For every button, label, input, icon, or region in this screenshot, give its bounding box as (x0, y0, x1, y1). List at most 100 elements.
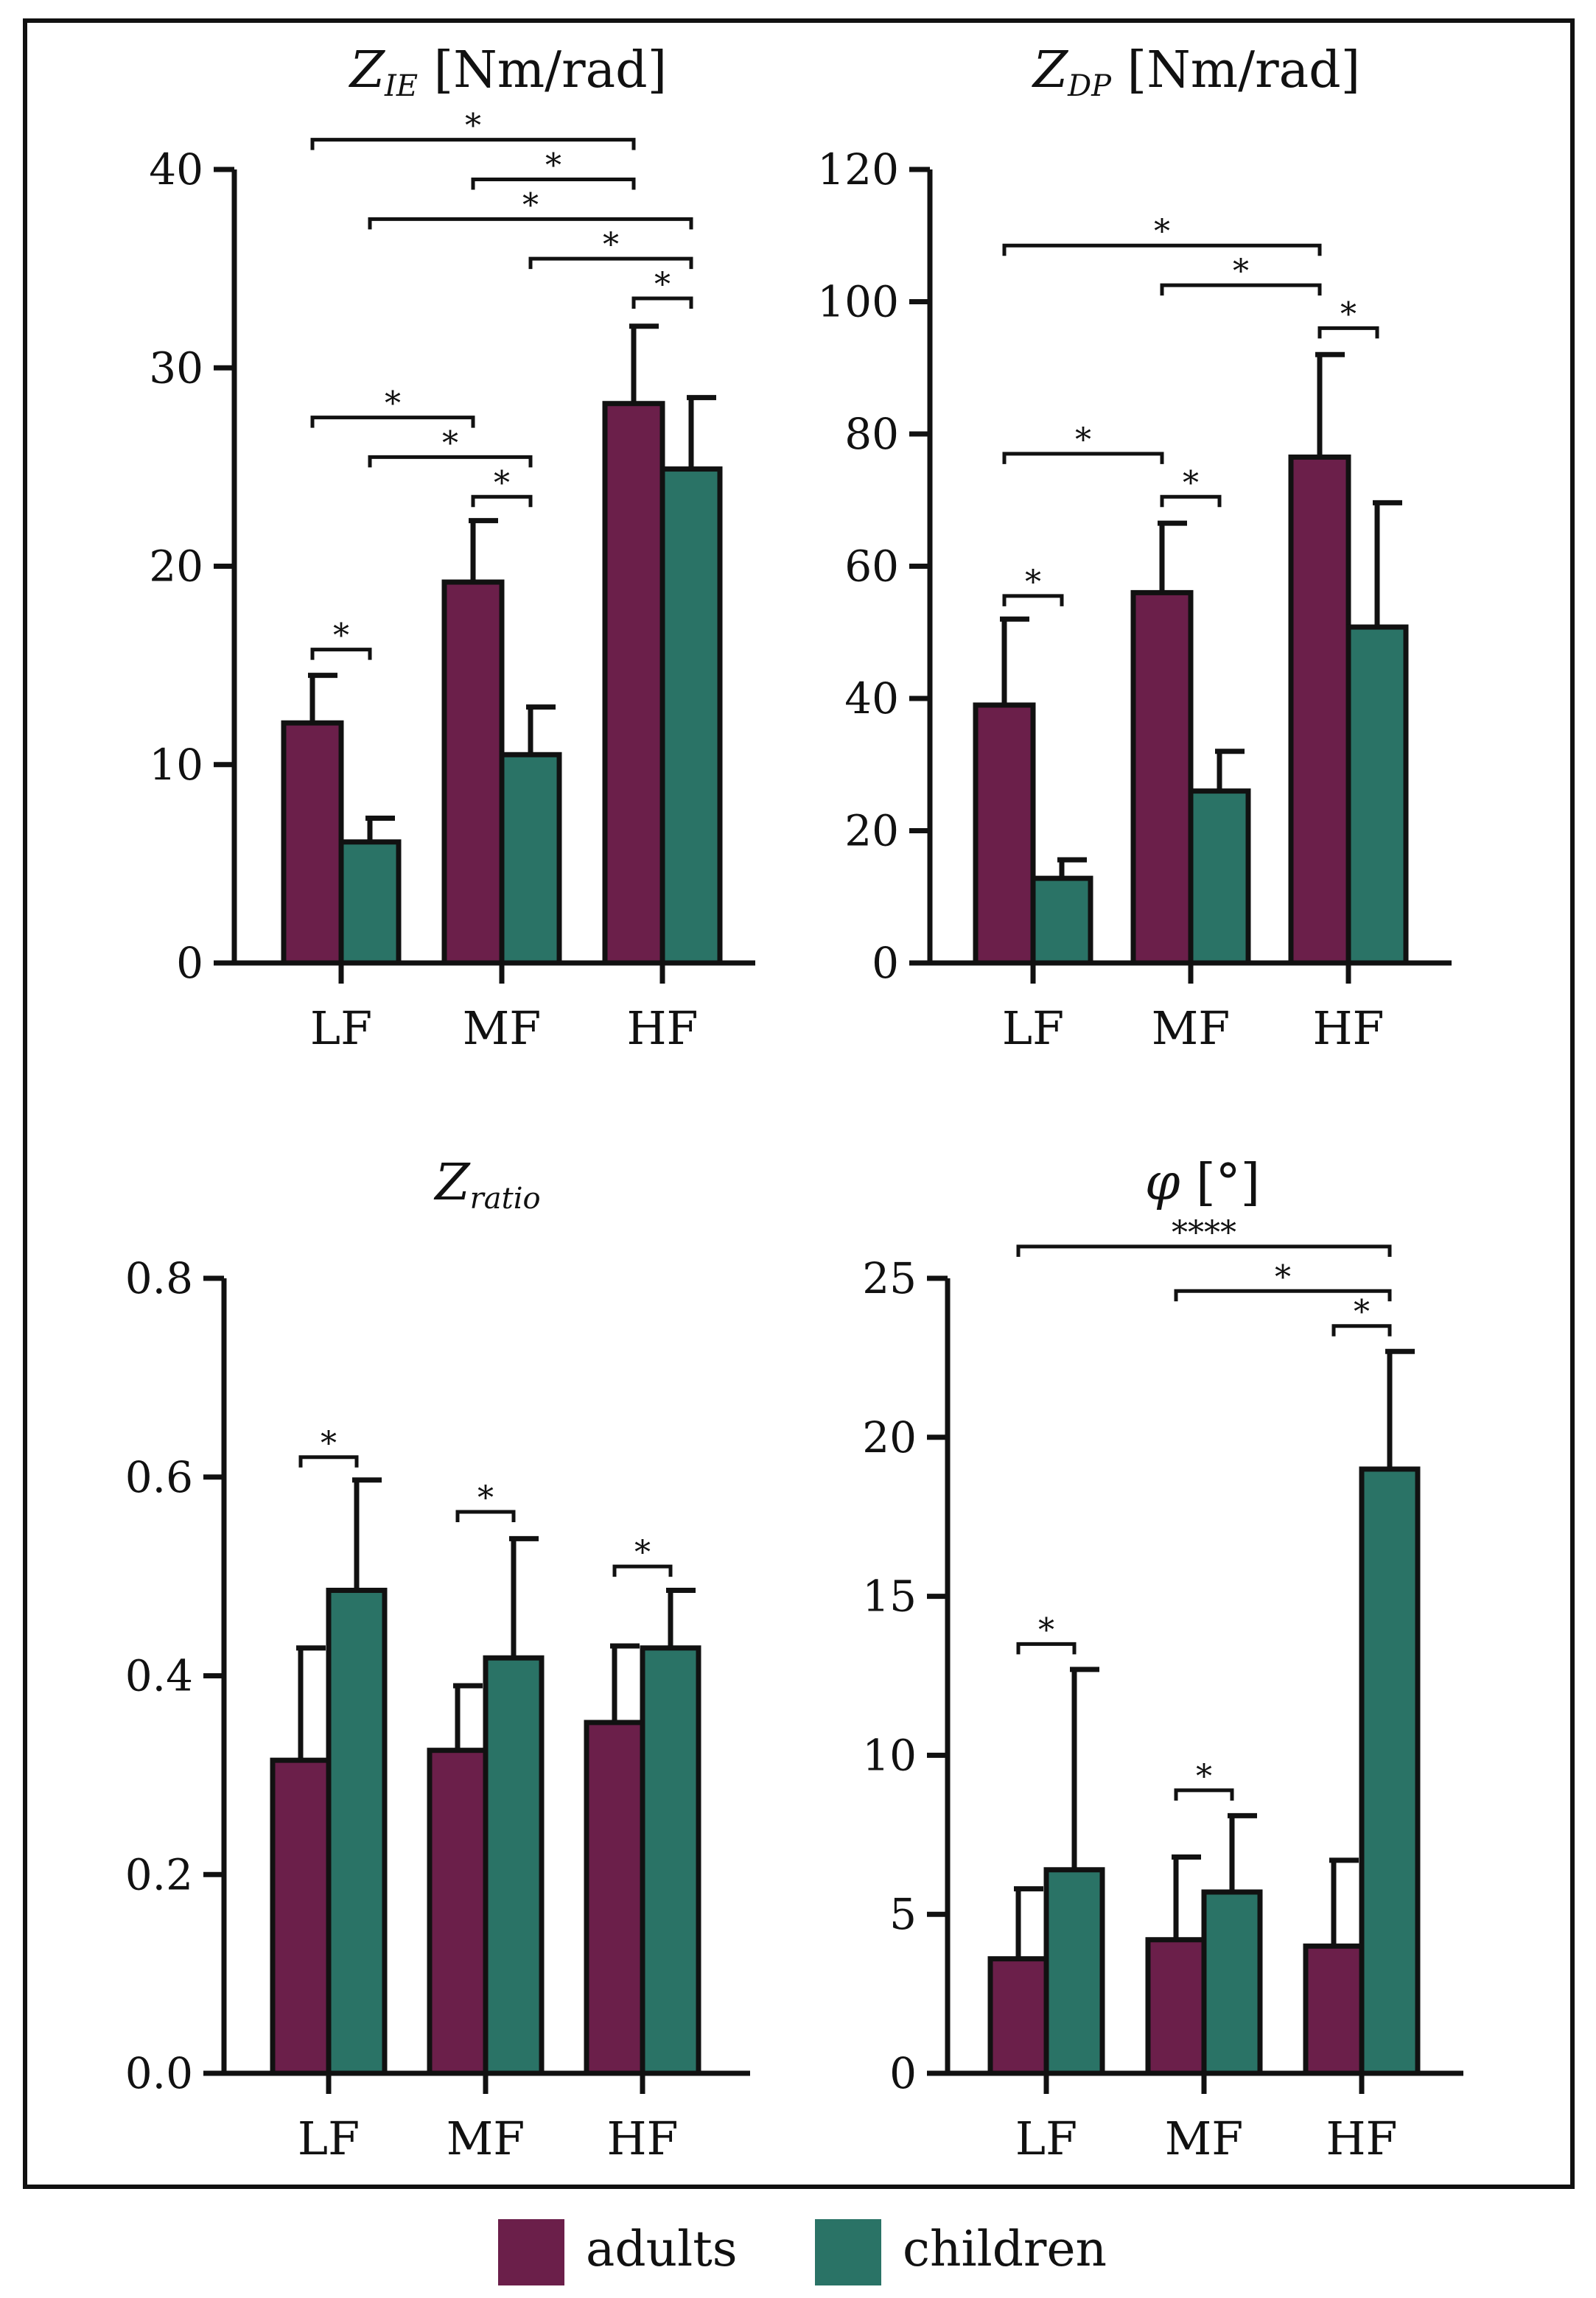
bar-children-mf (499, 752, 562, 966)
significance-bracket (1002, 452, 1164, 464)
significance-bracket (298, 1455, 359, 1468)
significance-bracket (1331, 1324, 1392, 1337)
x-tick-label-hf: HF (626, 1001, 698, 1055)
significance-bracket (310, 648, 372, 660)
bar-children-lf (1043, 1867, 1105, 2076)
y-tick-label: 40 (149, 144, 203, 195)
y-tick-label: 15 (862, 1572, 917, 1622)
x-tick-label-hf: HF (606, 2112, 678, 2165)
significance-label: * (1275, 1258, 1291, 1296)
bar-adults-lf (973, 702, 1036, 966)
x-tick-label-lf: LF (1002, 1001, 1064, 1055)
y-tick-label: 120 (817, 144, 899, 195)
significance-label: * (654, 266, 671, 304)
chart-panel-zratio: Zratio * * * 0.0 0.2 0.4 0.6 0.8 LF MF HF (125, 1154, 750, 2165)
y-tick-label: 0 (176, 938, 203, 988)
significance-label: * (1196, 1758, 1212, 1796)
x-tick-label-lf: LF (310, 1001, 372, 1055)
significance-bracket (1016, 1642, 1077, 1655)
significance-label: * (1183, 464, 1199, 502)
y-tick-label: 80 (844, 409, 899, 459)
legend-swatch-children (815, 2219, 881, 2285)
y-tick-label: 0 (889, 2048, 917, 2098)
y-tick-label: 20 (844, 806, 899, 856)
significance-label: * (545, 147, 561, 184)
y-tick-label: 10 (149, 740, 203, 790)
chart-title-zdp: ZDP [Nm/rad] (1032, 41, 1360, 103)
significance-label: * (385, 385, 401, 423)
bar-adults-lf (281, 720, 344, 966)
y-tick-label: 0.4 (125, 1651, 193, 1701)
bar-children-hf (659, 466, 723, 966)
significance-bracket (368, 455, 533, 468)
significance-label: * (333, 617, 349, 655)
bar-adults-hf (1303, 1943, 1365, 2076)
significance-bracket (1002, 594, 1064, 606)
significance-label: * (477, 1479, 494, 1517)
x-tick-label-mf: MF (1152, 1001, 1231, 1055)
significance-label: * (442, 424, 458, 462)
chart-title-phi: φ [°] (1145, 1154, 1260, 1212)
chart-title-zie: ZIE [Nm/rad] (349, 41, 667, 103)
bar-children-mf (1188, 788, 1251, 966)
legend-label-adults: adults (586, 2221, 738, 2277)
bar-adults-hf (1288, 454, 1351, 966)
x-tick-label-mf: MF (447, 2112, 525, 2165)
bar-adults-mf (1145, 1937, 1207, 2076)
significance-label: * (321, 1425, 337, 1462)
bar-adults-mf (441, 579, 505, 966)
y-tick-label: 25 (862, 1253, 917, 1303)
bar-adults-hf (584, 1720, 645, 2076)
significance-label: * (1340, 295, 1357, 333)
figure-frame (23, 18, 1575, 2189)
y-tick-label: 0 (872, 938, 899, 988)
significance-bracket (368, 217, 693, 230)
significance-label: * (494, 464, 510, 502)
y-tick-label: 0.8 (125, 1253, 193, 1303)
significance-label: * (522, 186, 539, 224)
significance-label: **** (1172, 1214, 1236, 1252)
x-tick-label-hf: HF (1326, 2112, 1397, 2165)
significance-label: * (603, 226, 619, 264)
significance-bracket (1002, 243, 1322, 256)
significance-bracket (1160, 494, 1222, 508)
significance-label: * (1154, 213, 1170, 251)
significance-bracket (528, 256, 693, 270)
y-tick-label: 0.2 (125, 1849, 193, 1899)
bar-children-lf (326, 1588, 388, 2076)
significance-bracket (455, 1510, 516, 1522)
significance-label: * (1233, 253, 1249, 290)
y-tick-label: 20 (862, 1412, 917, 1462)
legend-swatch-adults (498, 2219, 564, 2285)
significance-label: * (1025, 564, 1041, 601)
significance-bracket (471, 177, 636, 190)
bar-adults-hf (602, 401, 665, 966)
bar-adults-lf (270, 1757, 332, 2076)
x-tick-label-mf: MF (1165, 2112, 1244, 2165)
x-tick-label-mf: MF (463, 1001, 542, 1055)
significance-bracket (1174, 1289, 1392, 1302)
significance-label: * (634, 1534, 651, 1572)
significance-bracket (1160, 283, 1322, 296)
legend-label-children: children (903, 2221, 1107, 2277)
bar-adults-lf (987, 1956, 1049, 2076)
y-tick-label: 5 (889, 1889, 917, 1939)
y-tick-label: 40 (844, 673, 899, 724)
legend: adults children (498, 2219, 1107, 2285)
x-tick-label-hf: HF (1312, 1001, 1384, 1055)
y-tick-label: 30 (149, 343, 203, 393)
significance-bracket (631, 296, 693, 309)
significance-label: * (1038, 1611, 1054, 1649)
y-tick-label: 10 (862, 1730, 917, 1780)
y-tick-label: 0.0 (125, 2048, 193, 2098)
significance-bracket (1317, 326, 1379, 339)
y-tick-label: 0.6 (125, 1452, 193, 1502)
significance-bracket (310, 138, 636, 150)
bar-adults-mf (1130, 589, 1194, 966)
bar-children-lf (338, 839, 402, 966)
chart-panel-zdp: ZDP [Nm/rad] * * * * * * 0 20 40 60 80 100 120 LF MF HF (817, 41, 1452, 1055)
y-tick-label: 60 (844, 542, 899, 592)
y-tick-label: 100 (817, 277, 899, 327)
